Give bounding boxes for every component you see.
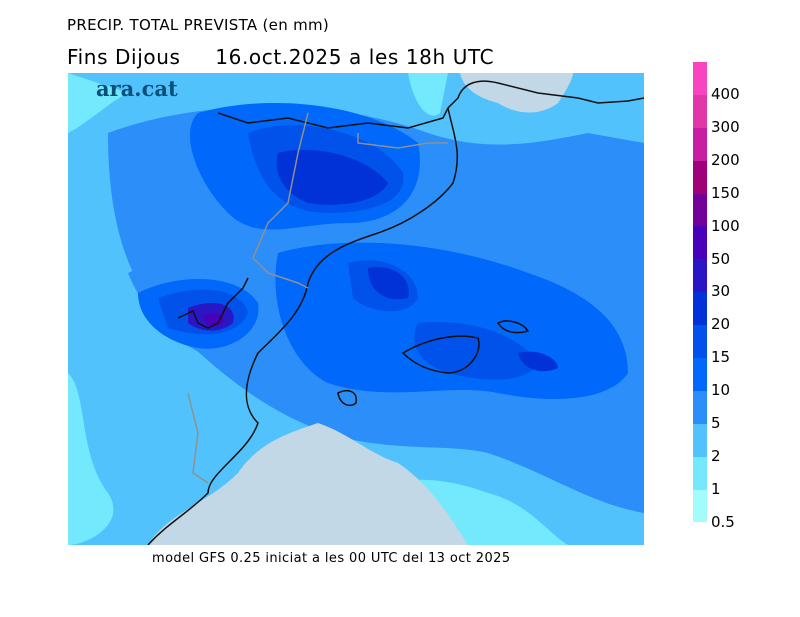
legend-bin	[693, 325, 707, 359]
legend-bin	[693, 489, 707, 523]
legend-label: 5	[711, 414, 721, 432]
legend-bin	[693, 160, 707, 194]
legend-bin	[693, 456, 707, 490]
legend-label: 10	[711, 381, 731, 400]
legend-bin	[693, 390, 707, 424]
legend-bin	[693, 259, 707, 293]
legend-label: 15	[711, 348, 731, 367]
legend-label: 0.5	[711, 512, 735, 531]
legend-label: 20	[711, 315, 731, 334]
precip-area-20-30	[276, 149, 388, 205]
precip-area-1-2	[68, 373, 114, 545]
model-footer: model GFS 0.25 iniciat a les 00 UTC del …	[152, 551, 511, 566]
legend-bin	[693, 226, 707, 260]
precip-area-20-30	[368, 267, 558, 372]
ara-cat-logo: ara.cat	[96, 76, 178, 101]
precip-area-1-2	[68, 73, 448, 133]
coastlines	[147, 80, 644, 545]
legend-label: 200	[711, 150, 740, 169]
legend-bin	[693, 358, 707, 391]
map-title: PRECIP. TOTAL PREVISTA (en mm)	[67, 16, 330, 34]
legend-bin	[693, 127, 707, 161]
land-area-france	[460, 73, 573, 113]
legend-bin	[693, 94, 707, 128]
legend-label: 400	[711, 85, 740, 103]
legend-label: 1	[711, 479, 721, 498]
political-borders	[187, 112, 448, 484]
precipitation-map	[68, 73, 644, 545]
land-area-north-africa	[148, 423, 468, 545]
legend-label: 100	[711, 216, 740, 235]
legend-label: 300	[711, 117, 740, 136]
map-subtitle: Fins Dijous 16.oct.2025 a les 18h UTC	[67, 45, 495, 69]
legend-label: 2	[711, 446, 721, 465]
legend-label: 50	[711, 249, 731, 268]
legend-label: 150	[711, 183, 740, 202]
legend-bin	[693, 62, 707, 95]
legend-bin	[693, 193, 707, 227]
legend-label: 30	[711, 282, 731, 301]
color-legend	[693, 62, 707, 523]
legend-bin	[693, 423, 707, 457]
legend-bin	[693, 292, 707, 326]
